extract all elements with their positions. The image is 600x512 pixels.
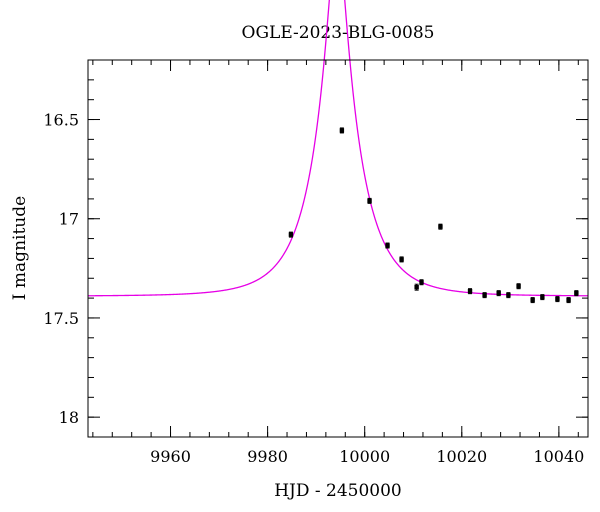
y-tick-label: 17: [59, 210, 79, 229]
data-point-13: [530, 297, 535, 303]
x-axis-label: HJD - 2450000: [274, 481, 402, 501]
data-point-12: [516, 284, 521, 289]
y-axis-label: I magnitude: [10, 196, 30, 300]
y-tick-label: 18: [59, 408, 79, 427]
model-curve: [88, 0, 588, 297]
x-tick-label: 10000: [339, 447, 390, 466]
data-point-16: [566, 297, 571, 303]
data-point-11: [506, 292, 511, 298]
x-tick-label: 9960: [150, 447, 191, 466]
data-point-7: [438, 224, 443, 229]
chart-title: OGLE-2023-BLG-0085: [242, 23, 435, 43]
x-tick-label: 9980: [247, 447, 288, 466]
data-point-4: [399, 257, 404, 262]
data-point-10: [496, 290, 501, 296]
data-point-0: [288, 232, 294, 237]
x-tick-label: 10020: [436, 447, 487, 466]
data-point-3: [385, 243, 390, 248]
data-point-14: [540, 294, 545, 300]
data-point-6: [419, 280, 424, 285]
data-point-8: [467, 288, 473, 294]
y-tick-label: 17.5: [43, 309, 79, 328]
data-point-15: [555, 296, 560, 302]
plot-frame: [87, 59, 589, 438]
data-point-2: [367, 198, 372, 204]
x-tick-label: 10040: [533, 447, 584, 466]
plot-area: 9960 9980 10000 10020 10040 16.5 17 17.5 18: [43, 0, 589, 466]
y-tick-label: 16.5: [43, 111, 79, 130]
data-point-17: [574, 290, 579, 296]
data-point-1: [339, 128, 345, 133]
data-point-5: [414, 284, 419, 290]
data-point-9: [482, 292, 487, 298]
